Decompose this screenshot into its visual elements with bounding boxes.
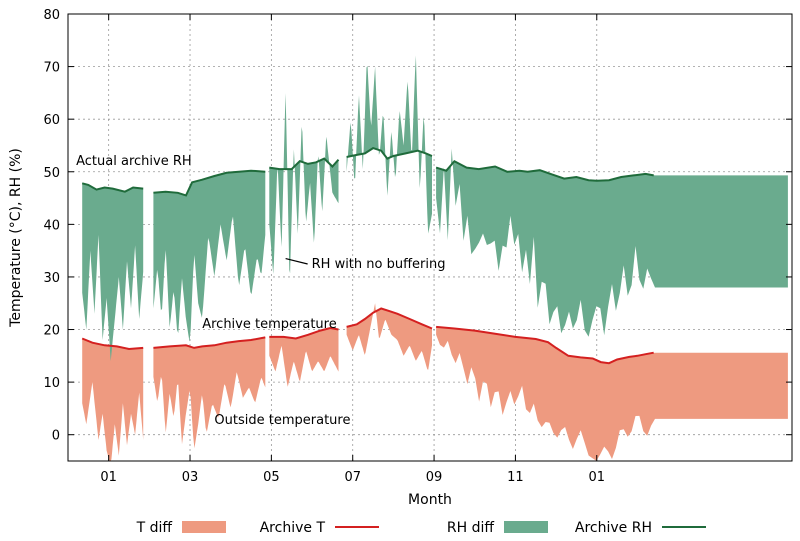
annotation-label: Actual archive RH bbox=[76, 154, 192, 169]
y-tick-label: 80 bbox=[43, 8, 60, 23]
annotation-label: Archive temperature bbox=[202, 317, 337, 332]
t-diff-area bbox=[153, 337, 266, 449]
archive-t-line bbox=[153, 336, 266, 349]
annotation-label: Outside temperature bbox=[214, 413, 350, 428]
legend-swatch bbox=[504, 521, 548, 533]
legend-label: RH diff bbox=[447, 520, 494, 536]
t-diff-area bbox=[269, 328, 339, 387]
y-tick-label: 40 bbox=[43, 218, 60, 233]
x-tick-label: 11 bbox=[507, 470, 524, 485]
archive-rh-line bbox=[153, 169, 266, 197]
rh-diff-fills bbox=[82, 55, 788, 362]
x-tick-label: 09 bbox=[426, 470, 443, 485]
x-tick-label: 01 bbox=[588, 470, 605, 485]
legend-swatch bbox=[182, 521, 226, 533]
archive-rh-line bbox=[269, 157, 340, 171]
annotation-label: RH with no buffering bbox=[312, 257, 446, 272]
legend: T diff Archive T RH diff Archive RH bbox=[136, 520, 706, 536]
archive-t-line bbox=[436, 325, 654, 365]
rh-diff-area bbox=[269, 93, 339, 274]
x-axis-title: Month bbox=[408, 492, 452, 508]
y-axis-title: Temperature (°C), RH (%) bbox=[8, 148, 24, 328]
t-diff-area bbox=[82, 338, 144, 461]
y-tick-label: 20 bbox=[43, 324, 60, 339]
y-tick-label: 0 bbox=[52, 429, 60, 444]
archive-t-line bbox=[81, 337, 144, 351]
y-tick-labels: 0 10 20 30 40 50 60 70 80 bbox=[43, 8, 792, 444]
x-tick-labels: 01 03 05 07 09 11 01 bbox=[100, 14, 605, 485]
x-tick-label: 05 bbox=[263, 470, 280, 485]
rh-diff-area bbox=[82, 183, 144, 362]
archive-rh-lines bbox=[81, 147, 654, 197]
archive-t-line bbox=[269, 326, 339, 340]
y-tick-label: 50 bbox=[43, 166, 60, 181]
y-tick-label: 70 bbox=[43, 61, 60, 76]
x-tick-label: 07 bbox=[344, 470, 361, 485]
archive-rh-line bbox=[435, 159, 654, 182]
legend-label: T diff bbox=[136, 520, 173, 536]
y-tick-label: 10 bbox=[43, 376, 60, 391]
archive-t-lines bbox=[81, 307, 654, 365]
plot-frame bbox=[67, 13, 793, 462]
rh-diff-area bbox=[436, 148, 788, 337]
y-tick-label: 30 bbox=[43, 271, 60, 286]
annotation-pointer bbox=[285, 257, 308, 265]
archive-t-line bbox=[346, 307, 433, 330]
archive-rh-line bbox=[81, 182, 144, 193]
x-tick-label: 03 bbox=[182, 470, 199, 485]
legend-label: Archive RH bbox=[575, 520, 652, 536]
legend-label: Archive T bbox=[260, 520, 326, 536]
t-diff-area bbox=[436, 326, 788, 461]
rh-diff-area bbox=[153, 170, 266, 342]
rh-diff-area bbox=[346, 55, 432, 234]
y-tick-label: 60 bbox=[43, 113, 60, 128]
x-tick-label: 01 bbox=[100, 470, 117, 485]
annotations: Actual archive RH RH with no buffering Arc… bbox=[76, 154, 445, 428]
archive-rh-line bbox=[346, 147, 433, 160]
t-diff-area bbox=[346, 303, 432, 370]
